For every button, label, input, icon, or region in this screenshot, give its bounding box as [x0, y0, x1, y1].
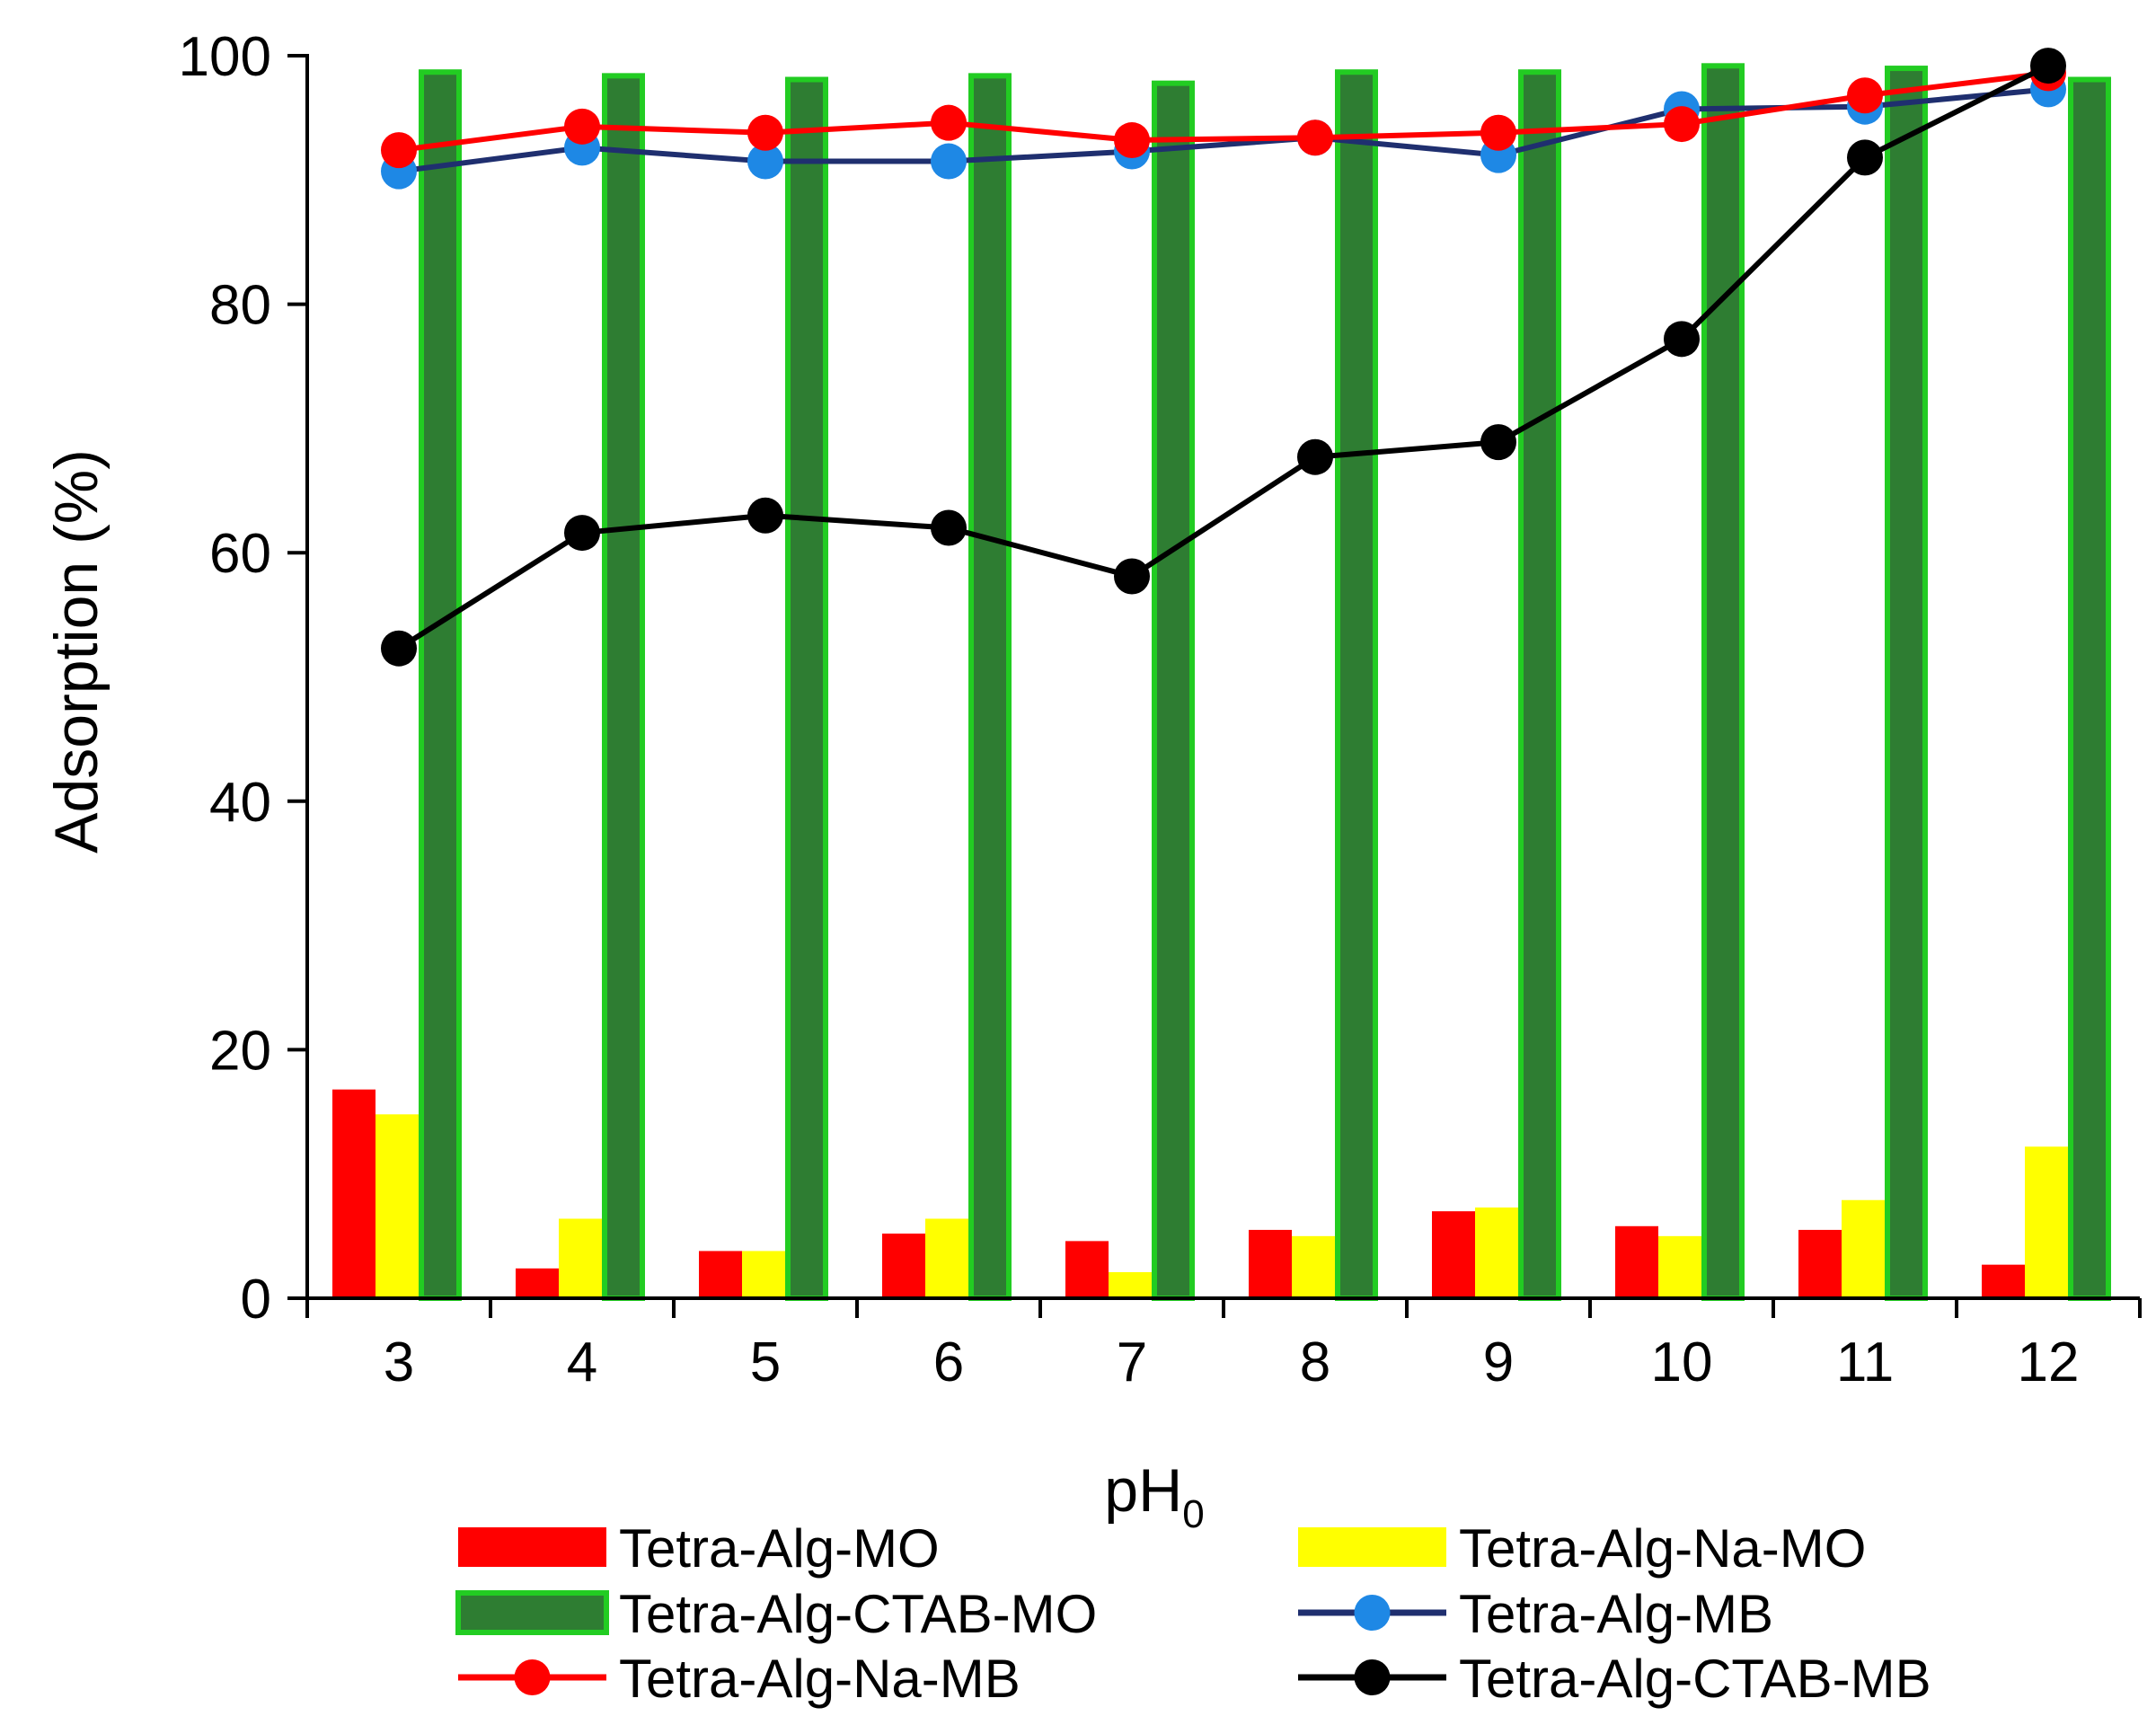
legend-marker-tetra-alg-ctab-mb: [1354, 1659, 1391, 1695]
point-tetra-alg-mb-ph6: [931, 143, 967, 180]
x-axis-label-subscript: 0: [1182, 1492, 1204, 1536]
legend-swatch-tetra-alg-mo: [458, 1527, 606, 1567]
point-tetra-alg-ctab-mb-ph5: [747, 497, 783, 534]
bar-tetra-alg-ctab-mo-ph6: [968, 73, 1012, 1301]
point-tetra-alg-ctab-mb-ph8: [1297, 438, 1333, 475]
bar-tetra-alg-na-mo-ph5: [742, 1251, 785, 1298]
x-tick-label-12: 12: [2018, 1331, 2080, 1393]
point-tetra-alg-na-mb-ph3: [381, 132, 417, 169]
bar-tetra-alg-ctab-mo-ph3: [419, 69, 462, 1301]
lines-layer: [381, 48, 2066, 667]
point-tetra-alg-ctab-mb-ph7: [1114, 558, 1150, 595]
point-tetra-alg-na-mb-ph4: [564, 108, 600, 145]
legend-item-tetra-alg-mb: Tetra-Alg-MB: [1298, 1584, 1773, 1644]
legend-item-tetra-alg-ctab-mb: Tetra-Alg-CTAB-MB: [1298, 1649, 1931, 1709]
bar-tetra-alg-mo-ph5: [699, 1251, 742, 1298]
x-tick-label-4: 4: [567, 1331, 597, 1393]
bar-tetra-alg-mo-ph9: [1432, 1211, 1475, 1298]
bar-tetra-alg-ctab-mo-ph11: [1885, 66, 1928, 1302]
x-tick-label-6: 6: [933, 1331, 964, 1393]
bar-tetra-alg-mo-ph12: [1982, 1264, 2025, 1298]
x-tick-label-3: 3: [384, 1331, 414, 1393]
x-tick-label-9: 9: [1483, 1331, 1514, 1393]
point-tetra-alg-ctab-mb-ph9: [1480, 424, 1516, 461]
bar-tetra-alg-mo-ph10: [1615, 1225, 1658, 1298]
bar-tetra-alg-ctab-mo-ph10: [1701, 63, 1745, 1302]
point-tetra-alg-na-mb-ph11: [1847, 77, 1883, 114]
legend-item-tetra-alg-mo: Tetra-Alg-MO: [458, 1518, 940, 1579]
point-tetra-alg-na-mb-ph9: [1480, 114, 1516, 151]
bar-tetra-alg-mo-ph8: [1249, 1229, 1292, 1298]
bar-tetra-alg-mo-ph11: [1798, 1229, 1842, 1298]
point-tetra-alg-ctab-mb-ph4: [564, 515, 600, 552]
x-tick-label-5: 5: [750, 1331, 781, 1393]
bar-tetra-alg-ctab-mo-ph7: [1152, 80, 1195, 1301]
legend: Tetra-Alg-MO Tetra-Alg-Na-MO Tetra-Alg-CTA…: [455, 1518, 1931, 1709]
legend-label-tetra-alg-na-mb: Tetra-Alg-Na-MB: [619, 1649, 1021, 1709]
legend-label-tetra-alg-mo: Tetra-Alg-MO: [619, 1518, 940, 1579]
point-tetra-alg-ctab-mb-ph3: [381, 630, 417, 667]
x-tick-label-11: 11: [1836, 1331, 1894, 1393]
bar-tetra-alg-mo-ph6: [882, 1234, 925, 1298]
legend-label-tetra-alg-ctab-mo: Tetra-Alg-CTAB-MO: [619, 1584, 1097, 1644]
bar-tetra-alg-na-mo-ph12: [2025, 1146, 2068, 1298]
legend-swatch-tetra-alg-na-mo: [1298, 1527, 1446, 1567]
legend-item-tetra-alg-na-mb: Tetra-Alg-Na-MB: [458, 1649, 1021, 1709]
legend-label-tetra-alg-na-mo: Tetra-Alg-Na-MO: [1459, 1518, 1866, 1579]
x-axis-label-main: pH: [1104, 1456, 1182, 1525]
line-tetra-alg-ctab-mb: [397, 63, 2050, 651]
point-tetra-alg-ctab-mb-ph10: [1664, 321, 1700, 358]
legend-label-tetra-alg-ctab-mb: Tetra-Alg-CTAB-MB: [1459, 1649, 1931, 1709]
bar-tetra-alg-mo-ph4: [516, 1268, 559, 1298]
bar-tetra-alg-na-mo-ph11: [1842, 1199, 1885, 1298]
bar-tetra-alg-na-mo-ph9: [1475, 1207, 1518, 1298]
x-tick-label-8: 8: [1300, 1331, 1330, 1393]
bar-tetra-alg-na-mo-ph8: [1292, 1235, 1335, 1298]
y-tick-label-40: 40: [209, 772, 271, 834]
legend-marker-tetra-alg-na-mb: [514, 1659, 551, 1695]
point-tetra-alg-na-mb-ph8: [1297, 119, 1333, 156]
point-tetra-alg-na-mb-ph5: [747, 114, 783, 151]
bar-tetra-alg-na-mo-ph7: [1109, 1271, 1152, 1298]
x-tick-label-7: 7: [1117, 1331, 1147, 1393]
point-tetra-alg-na-mb-ph10: [1664, 106, 1700, 143]
x-tick-label-10: 10: [1651, 1331, 1713, 1393]
point-tetra-alg-na-mb-ph7: [1114, 122, 1150, 159]
bar-tetra-alg-ctab-mo-ph12: [2068, 76, 2111, 1302]
bar-tetra-alg-mo-ph3: [332, 1089, 376, 1298]
point-tetra-alg-na-mb-ph6: [931, 104, 967, 141]
bar-tetra-alg-ctab-mo-ph5: [785, 76, 828, 1302]
bar-tetra-alg-na-mo-ph3: [376, 1114, 419, 1298]
bar-tetra-alg-na-mo-ph4: [559, 1218, 602, 1298]
line-tetra-alg-na-mb: [398, 70, 2049, 154]
point-tetra-alg-ctab-mb-ph12: [2030, 48, 2066, 84]
legend-swatch-tetra-alg-ctab-mo: [455, 1590, 609, 1635]
bar-tetra-alg-na-mo-ph10: [1658, 1235, 1701, 1298]
y-tick-label-100: 100: [179, 26, 271, 88]
axes-layer: 0 20 40 60 80 100 3 4 5 6 7 8 9 10 11 12: [179, 26, 2142, 1393]
point-tetra-alg-mb-ph5: [747, 143, 783, 180]
y-tick-label-60: 60: [209, 523, 271, 585]
bars-layer: [332, 63, 2111, 1302]
y-tick-label-0: 0: [241, 1269, 271, 1331]
y-tick-label-20: 20: [209, 1020, 271, 1082]
bar-tetra-alg-ctab-mo-ph4: [602, 73, 645, 1301]
bar-tetra-alg-ctab-mo-ph9: [1518, 69, 1561, 1301]
y-tick-label-80: 80: [209, 275, 271, 337]
bar-tetra-alg-na-mo-ph6: [925, 1218, 968, 1298]
bar-tetra-alg-mo-ph7: [1065, 1241, 1109, 1298]
point-tetra-alg-ctab-mb-ph6: [931, 509, 967, 546]
legend-label-tetra-alg-mb: Tetra-Alg-MB: [1459, 1584, 1773, 1644]
bar-tetra-alg-ctab-mo-ph8: [1335, 69, 1378, 1301]
point-tetra-alg-ctab-mb-ph11: [1847, 139, 1883, 176]
legend-item-tetra-alg-na-mo: Tetra-Alg-Na-MO: [1298, 1518, 1866, 1579]
legend-item-tetra-alg-ctab-mo: Tetra-Alg-CTAB-MO: [455, 1584, 1097, 1644]
x-axis-label: pH0: [1104, 1456, 1204, 1536]
legend-marker-tetra-alg-mb: [1354, 1595, 1391, 1631]
y-axis-label: Adsorption (%): [42, 449, 110, 854]
